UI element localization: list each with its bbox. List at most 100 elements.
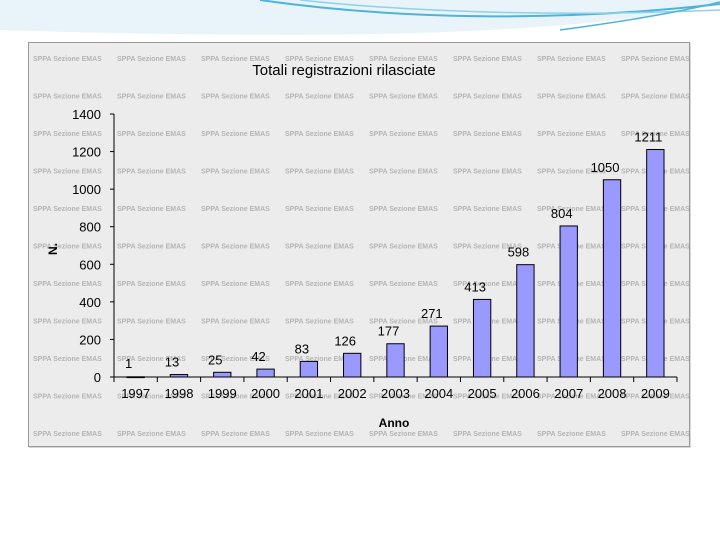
x-tick-label: 2007 — [554, 386, 583, 401]
data-label: 804 — [551, 206, 573, 221]
watermark-text: SPPA Sezione EMAS — [201, 281, 270, 288]
y-axis: 0 200 400 600 800 1000 1200 1400 — [72, 107, 115, 385]
bar — [559, 225, 578, 378]
watermark-text: SPPA Sezione EMAS — [201, 206, 270, 213]
watermark-text: SPPA Sezione EMAS — [201, 169, 270, 176]
x-tick-label: 1998 — [165, 386, 194, 401]
watermark-text: SPPA Sezione EMAS — [453, 206, 522, 213]
watermark-text: SPPA Sezione EMAS — [369, 319, 438, 326]
x-tick-label: 2009 — [641, 386, 670, 401]
data-label: 13 — [165, 355, 179, 370]
x-tick-label: 2008 — [598, 386, 627, 401]
watermark-text: SPPA Sezione EMAS — [33, 131, 102, 138]
watermark-text: SPPA Sezione EMAS — [33, 281, 102, 288]
data-label: 126 — [334, 333, 356, 348]
chart-title: Totali registrazioni rilasciate — [252, 62, 435, 79]
bar — [386, 343, 405, 378]
watermark-text: SPPA Sezione EMAS — [117, 394, 186, 401]
y-tick-label: 200 — [79, 332, 101, 347]
watermark-text: SPPA Sezione EMAS — [621, 394, 689, 401]
watermark-text: SPPA Sezione EMAS — [117, 431, 186, 438]
y-tick-label: 600 — [79, 257, 101, 272]
watermark-text: SPPA Sezione EMAS — [285, 281, 354, 288]
watermark-text: SPPA Sezione EMAS — [33, 319, 102, 326]
x-tick-label: 2004 — [424, 386, 453, 401]
watermark-text: SPPA Sezione EMAS — [537, 94, 606, 101]
watermark-text: SPPA Sezione EMAS — [117, 319, 186, 326]
watermark-text: SPPA Sezione EMAS — [285, 319, 354, 326]
watermark-text: SPPA Sezione EMAS — [201, 394, 270, 401]
watermark-text: SPPA Sezione EMAS — [201, 244, 270, 251]
data-label: 83 — [295, 341, 309, 356]
watermark-text: SPPA Sezione EMAS — [33, 169, 102, 176]
watermark-text: SPPA Sezione EMAS — [33, 94, 102, 101]
watermark-text: SPPA Sezione EMAS — [201, 94, 270, 101]
watermark-text: SPPA Sezione EMAS — [453, 94, 522, 101]
data-label: 1211 — [634, 130, 662, 145]
bar — [429, 325, 448, 378]
data-label: 177 — [378, 324, 400, 339]
watermark-text: SPPA Sezione EMAS — [537, 131, 606, 138]
watermark-text: SPPA Sezione EMAS — [369, 206, 438, 213]
y-tick-label: 1200 — [72, 145, 101, 160]
watermark-text: SPPA Sezione EMAS — [285, 394, 354, 401]
y-axis-label: N. — [46, 243, 60, 255]
x-tick-label: 2005 — [468, 386, 497, 401]
watermark-text: SPPA Sezione EMAS — [453, 431, 522, 438]
watermark-text: SPPA Sezione EMAS — [33, 394, 102, 401]
y-tick-label: 800 — [79, 220, 101, 235]
watermark-text: SPPA Sezione EMAS — [285, 206, 354, 213]
x-axis-label: Anno — [379, 416, 410, 430]
watermark-text: SPPA Sezione EMAS — [453, 394, 522, 401]
data-label: 271 — [421, 306, 443, 321]
watermark-text: SPPA Sezione EMAS — [201, 131, 270, 138]
bar — [602, 179, 622, 378]
watermark-text: SPPA Sezione EMAS — [285, 356, 354, 363]
x-tick-label: 2001 — [294, 386, 323, 401]
watermark-text: SPPA Sezione EMAS — [117, 206, 186, 213]
bar — [299, 360, 319, 378]
x-axis: 1997 1998 1999 2000 2001 2002 2003 2004 2005 2006… — [113, 376, 678, 401]
watermark-text: SPPA Sezione EMAS — [369, 394, 438, 401]
slide-swoosh-decoration — [0, 0, 720, 35]
watermark-text: SPPA Sezione EMAS — [453, 131, 522, 138]
watermark-text: SPPA Sezione EMAS — [537, 394, 606, 401]
watermark-text: SPPA Sezione EMAS — [117, 281, 186, 288]
y-tick-label: 400 — [79, 295, 101, 310]
bar — [472, 298, 492, 378]
watermark-text: SPPA Sezione EMAS — [621, 94, 689, 101]
watermark-text: SPPA Sezione EMAS — [285, 131, 354, 138]
watermark-text: SPPA Sezione EMAS — [33, 356, 102, 363]
data-label: 42 — [251, 349, 265, 364]
chart-frame: SPPA Sezione EMAS SPPA Sezione EMAS SPPA S… — [28, 42, 690, 447]
watermark-text: SPPA Sezione EMAS — [453, 56, 522, 63]
x-tick-label: 1999 — [208, 386, 237, 401]
bars: 1 13 25 42 83 126 177 271 413 598 804 1050 1211 — [125, 130, 665, 379]
watermark-text: SPPA Sezione EMAS — [33, 206, 102, 213]
watermark-text: SPPA Sezione EMAS — [33, 244, 102, 251]
bar — [646, 149, 665, 378]
x-tick-label: 2000 — [251, 386, 280, 401]
watermark-text: SPPA Sezione EMAS — [369, 56, 438, 63]
data-label: 1050 — [591, 160, 620, 175]
watermark-text: SPPA Sezione EMAS — [201, 356, 270, 363]
bar — [343, 352, 362, 378]
watermark-text: SPPA Sezione EMAS — [369, 431, 438, 438]
watermark-text: SPPA Sezione EMAS — [201, 319, 270, 326]
bar — [516, 264, 535, 378]
watermark-text: SPPA Sezione EMAS — [537, 169, 606, 176]
x-tick-label: 2002 — [338, 386, 367, 401]
watermark-text: SPPA Sezione EMAS — [117, 56, 186, 63]
watermark-text: SPPA Sezione EMAS — [453, 244, 522, 251]
data-label: 25 — [208, 352, 222, 367]
watermark-text: SPPA Sezione EMAS — [285, 169, 354, 176]
y-tick-label: 0 — [94, 370, 101, 385]
watermark-text: SPPA Sezione EMAS — [537, 206, 606, 213]
watermark-text: SPPA Sezione EMAS — [285, 94, 354, 101]
data-label: 1 — [125, 356, 132, 371]
watermark-text: SPPA Sezione EMAS — [117, 169, 186, 176]
watermark-text: SPPA Sezione EMAS — [621, 431, 689, 438]
watermark-text: SPPA Sezione EMAS — [453, 281, 522, 288]
watermark-text: SPPA Sezione EMAS — [33, 431, 102, 438]
watermark-text: SPPA Sezione EMAS — [621, 131, 689, 138]
